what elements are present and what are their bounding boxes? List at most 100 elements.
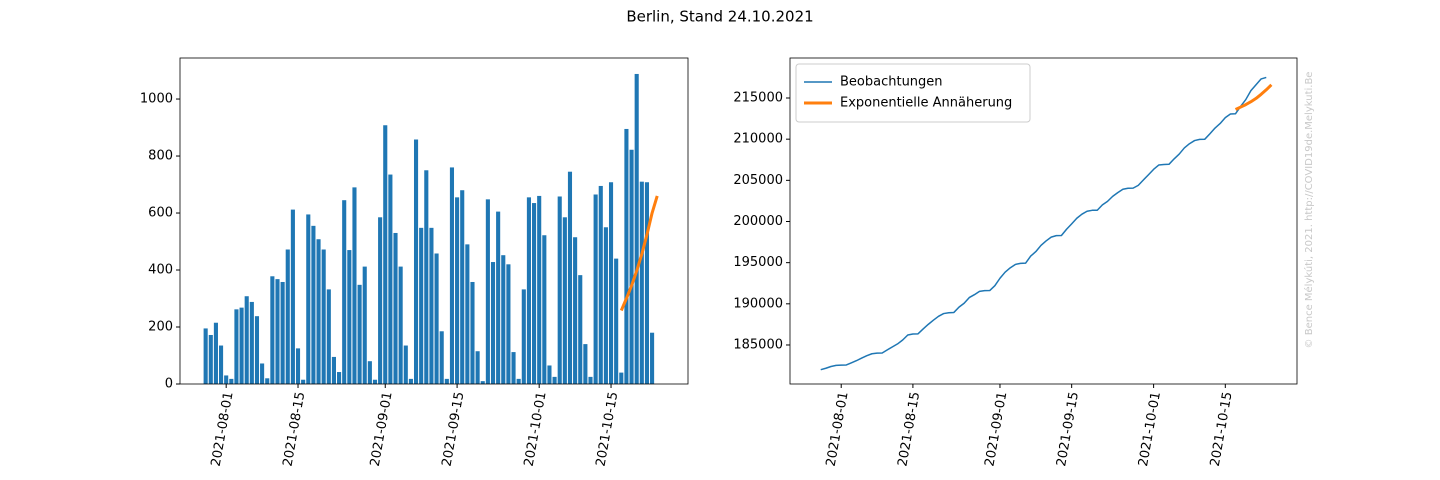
bar — [265, 378, 270, 384]
bar — [316, 239, 321, 384]
bar — [552, 376, 557, 384]
y-tick-label: 195000 — [733, 255, 783, 270]
bar — [224, 375, 229, 384]
bar — [290, 209, 295, 384]
y-tick-label: 200000 — [733, 214, 783, 229]
y-tick-label: 600 — [148, 206, 173, 221]
bar — [583, 344, 588, 384]
bar — [537, 195, 542, 384]
bar — [331, 356, 336, 384]
bar — [270, 276, 275, 384]
y-tick-label: 200 — [148, 320, 173, 335]
x-tick-label: 2021-09-01 — [368, 391, 396, 468]
bar — [506, 264, 511, 384]
bar — [321, 249, 326, 384]
x-tick-label: 2021-08-01 — [209, 391, 237, 468]
x-tick-label: 2021-10-01 — [522, 391, 550, 468]
bar — [408, 378, 413, 384]
figure-title: Berlin, Stand 24.10.2021 — [626, 8, 813, 26]
bar — [614, 258, 619, 384]
x-tick-label: 2021-10-15 — [1208, 391, 1236, 468]
bar — [383, 125, 388, 385]
y-tick-label: 205000 — [733, 173, 783, 188]
bar — [650, 332, 655, 384]
bar — [547, 365, 552, 384]
bar — [578, 275, 583, 384]
bar — [249, 301, 254, 384]
bar — [301, 379, 306, 384]
bar — [244, 296, 249, 384]
bar — [588, 376, 593, 384]
bar — [644, 182, 650, 384]
bar — [388, 174, 393, 384]
bar — [352, 187, 357, 384]
bar — [285, 249, 290, 384]
bar — [203, 328, 208, 384]
y-tick-label: 800 — [148, 149, 173, 164]
bar — [357, 284, 362, 384]
bar — [598, 185, 603, 384]
bar — [532, 203, 537, 384]
bar — [372, 379, 378, 384]
bar — [542, 235, 547, 384]
y-tick-label: 215000 — [733, 91, 783, 106]
bar — [337, 372, 342, 384]
line — [1234, 83, 1273, 111]
bar — [460, 190, 465, 384]
bar — [367, 361, 372, 384]
x-tick-label: 2021-08-01 — [824, 391, 852, 468]
bar — [521, 289, 526, 384]
bar — [229, 378, 234, 384]
bar — [419, 227, 424, 384]
bar — [475, 351, 480, 384]
line — [619, 195, 659, 312]
bar — [393, 232, 398, 384]
bar — [429, 227, 434, 384]
bar — [311, 225, 316, 384]
bar — [470, 281, 475, 384]
bar — [619, 372, 624, 384]
bar — [485, 199, 490, 384]
bar — [603, 227, 608, 384]
y-tick-label: 190000 — [733, 296, 783, 311]
bar — [347, 250, 352, 384]
y-tick-label: 400 — [148, 263, 173, 278]
bar — [501, 255, 506, 384]
bar — [526, 197, 531, 384]
bar — [465, 244, 470, 384]
x-tick-label: 2021-09-15 — [1054, 391, 1082, 468]
y-tick-label: 210000 — [733, 132, 783, 147]
bar — [562, 217, 567, 384]
bar — [218, 345, 224, 384]
line — [820, 76, 1267, 371]
x-tick-label: 2021-08-15 — [281, 391, 309, 468]
bar — [342, 200, 347, 384]
legend-label: Exponentielle Annäherung — [840, 96, 1012, 111]
bar — [449, 167, 455, 384]
bar — [444, 378, 449, 384]
bar — [306, 214, 311, 384]
bar — [516, 378, 521, 384]
bar — [295, 348, 301, 384]
bar — [213, 322, 218, 384]
bar — [439, 331, 444, 384]
bar — [234, 309, 239, 384]
bar — [496, 211, 501, 384]
x-tick-label: 2021-08-15 — [895, 391, 923, 468]
bar — [634, 73, 639, 384]
bar — [362, 266, 367, 384]
bar — [455, 197, 460, 384]
bar — [424, 170, 429, 384]
bar — [567, 171, 573, 384]
bar — [639, 181, 644, 384]
plot-frame — [179, 57, 689, 385]
x-tick-label: 2021-10-15 — [594, 391, 622, 468]
bar — [573, 237, 578, 384]
legend: Beobachtungen Exponentielle Annäherung — [795, 63, 1031, 123]
legend-label: Beobachtungen — [840, 75, 943, 90]
y-tick-label: 185000 — [733, 337, 783, 352]
bar — [608, 182, 614, 384]
bar — [398, 266, 403, 384]
bar — [593, 194, 598, 384]
